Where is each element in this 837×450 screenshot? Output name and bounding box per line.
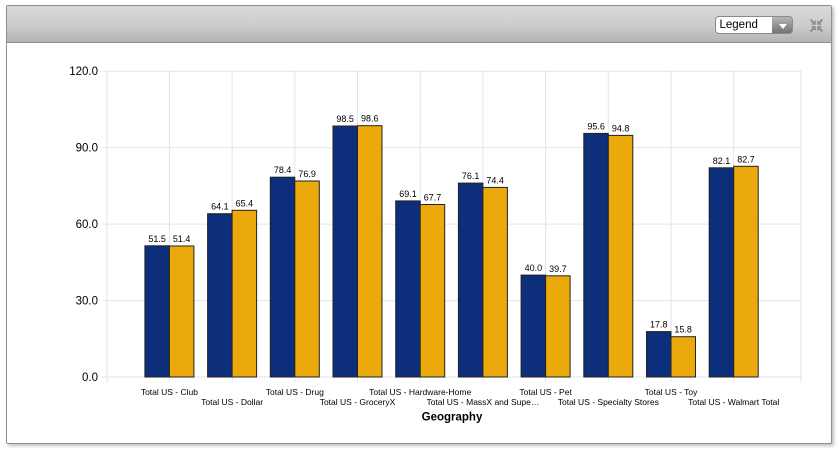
svg-text:76.1: 76.1	[462, 171, 480, 181]
svg-text:Total US - Club: Total US - Club	[141, 387, 198, 397]
svg-text:60.0: 60.0	[76, 219, 98, 231]
svg-text:76.9: 76.9	[298, 169, 316, 179]
svg-text:15.8: 15.8	[674, 325, 692, 335]
svg-text:98.6: 98.6	[361, 114, 379, 124]
svg-text:39.7: 39.7	[549, 264, 567, 274]
svg-text:95.6: 95.6	[587, 121, 605, 131]
svg-text:Total US - MassX and Supe…: Total US - MassX and Supe…	[426, 397, 539, 407]
svg-text:Total US - Walmart Total: Total US - Walmart Total	[688, 397, 779, 407]
svg-text:120.0: 120.0	[69, 66, 98, 78]
svg-text:67.7: 67.7	[424, 193, 442, 203]
svg-text:Geography: Geography	[422, 412, 483, 424]
svg-text:98.5: 98.5	[336, 114, 354, 124]
svg-text:51.5: 51.5	[148, 234, 166, 244]
svg-text:Total US - Hardware-Home: Total US - Hardware-Home	[369, 387, 471, 397]
svg-text:Total US - Toy: Total US - Toy	[645, 387, 699, 397]
svg-text:51.4: 51.4	[173, 234, 191, 244]
svg-text:82.7: 82.7	[737, 154, 755, 164]
svg-text:0.0: 0.0	[82, 372, 98, 384]
svg-text:Total US - GroceryX: Total US - GroceryX	[320, 397, 396, 407]
svg-text:Total US - Dollar: Total US - Dollar	[201, 397, 263, 407]
svg-text:94.8: 94.8	[612, 123, 630, 133]
svg-text:17.8: 17.8	[650, 320, 668, 330]
svg-text:Total US - Specialty Stores: Total US - Specialty Stores	[558, 397, 659, 407]
svg-text:74.4: 74.4	[486, 175, 504, 185]
svg-text:78.4: 78.4	[274, 165, 292, 175]
svg-text:30.0: 30.0	[76, 296, 98, 308]
svg-text:Total US - Pet: Total US - Pet	[519, 387, 572, 397]
svg-text:40.0: 40.0	[525, 263, 543, 273]
svg-text:64.1: 64.1	[211, 202, 229, 212]
svg-text:90.0: 90.0	[76, 143, 98, 155]
svg-text:Total US - Drug: Total US - Drug	[266, 387, 324, 397]
svg-text:82.1: 82.1	[713, 156, 731, 166]
svg-text:69.1: 69.1	[399, 189, 417, 199]
svg-text:65.4: 65.4	[236, 198, 254, 208]
